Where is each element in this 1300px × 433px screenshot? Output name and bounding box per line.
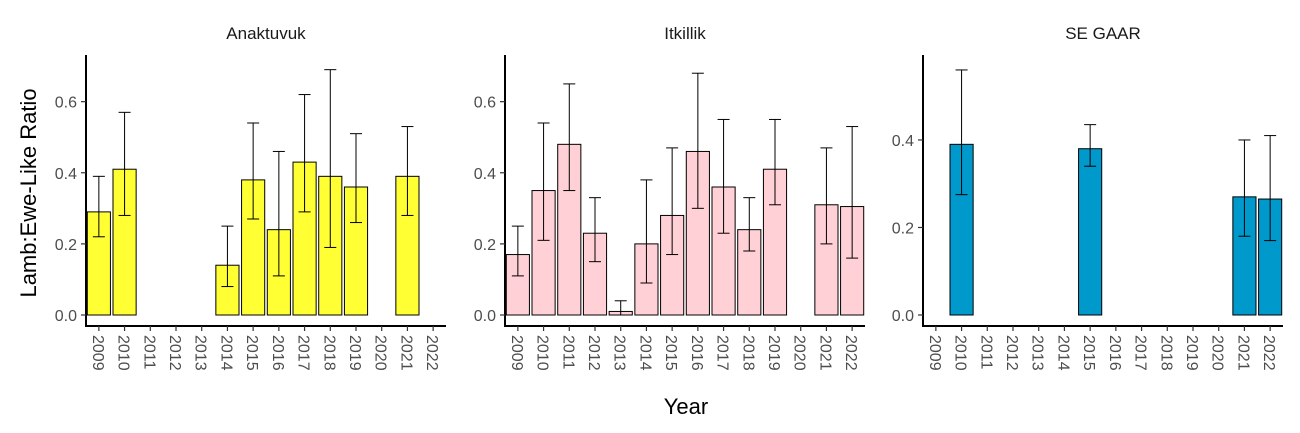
y-tick-label: 0.4 bbox=[55, 166, 77, 183]
error-bar bbox=[324, 69, 337, 248]
x-tick-label: 2022 bbox=[423, 335, 440, 371]
x-tick-label: 2013 bbox=[1029, 335, 1046, 371]
x-tick-label: 2009 bbox=[89, 335, 106, 371]
y-tick-label: 0.2 bbox=[892, 220, 914, 237]
panel-title: SE GAAR bbox=[1065, 24, 1141, 43]
y-tick-label: 0.2 bbox=[55, 237, 77, 254]
x-tick-label: 2018 bbox=[1157, 335, 1174, 371]
error-bar bbox=[221, 225, 234, 288]
x-tick-label: 2019 bbox=[765, 335, 782, 371]
x-tick-label: 2015 bbox=[243, 335, 260, 371]
error-bar bbox=[272, 150, 285, 277]
x-tick-label: 2020 bbox=[372, 335, 389, 371]
x-tick-label: 2012 bbox=[166, 335, 183, 371]
x-tick-label: 2011 bbox=[559, 335, 576, 370]
error-bar bbox=[820, 147, 833, 245]
x-tick-label: 2019 bbox=[346, 335, 363, 371]
error-bar bbox=[563, 83, 576, 192]
error-bar bbox=[1084, 124, 1097, 167]
x-tick-label: 2017 bbox=[295, 335, 312, 371]
x-tick-label: 2015 bbox=[1080, 335, 1097, 371]
panel-2: Itkillik 0.0 0.2 0.4 0.6 2009 2010 2011 2012 2013… bbox=[474, 24, 865, 371]
x-tick-label: 2016 bbox=[1106, 335, 1123, 371]
x-tick-label: 2011 bbox=[140, 335, 157, 370]
error-bar bbox=[691, 72, 704, 209]
error-bar bbox=[743, 197, 756, 252]
x-tick-label: 2009 bbox=[508, 335, 525, 371]
x-tick-label: 2015 bbox=[662, 335, 679, 371]
error-bar bbox=[511, 225, 524, 277]
x-tick-label: 2014 bbox=[636, 335, 653, 371]
x-tick-label: 2021 bbox=[1234, 335, 1251, 371]
x-tick-label: 2016 bbox=[269, 335, 286, 371]
panel-title: Anaktuvuk bbox=[226, 24, 306, 43]
x-tick-label: 2012 bbox=[585, 335, 602, 371]
x-tick-label: 2009 bbox=[926, 335, 943, 371]
y-tick-label: 0.2 bbox=[474, 237, 496, 254]
error-bar bbox=[401, 126, 414, 216]
panels: Anaktuvuk 0.0 0.2 0.4 0.6 2009 2010 2011 2012 201… bbox=[55, 24, 1283, 371]
x-tick-label: 2022 bbox=[842, 335, 859, 371]
y-tick-label: 0.0 bbox=[474, 308, 496, 325]
x-tick-label: 2013 bbox=[192, 335, 209, 371]
y-axis-title: Lamb:Ewe-Like Ratio bbox=[16, 88, 41, 297]
x-tick-label: 2018 bbox=[320, 335, 337, 371]
error-bar bbox=[666, 147, 679, 256]
error-bar bbox=[640, 179, 653, 284]
x-tick-label: 2010 bbox=[952, 335, 969, 371]
error-bar bbox=[769, 118, 781, 206]
x-tick-label: 2020 bbox=[1209, 335, 1226, 371]
x-tick-label: 2018 bbox=[739, 335, 756, 371]
error-bar bbox=[1264, 135, 1277, 242]
y-tick-label: 0.4 bbox=[892, 133, 914, 150]
x-tick-label: 2013 bbox=[611, 335, 628, 371]
y-tick-label: 0.6 bbox=[55, 95, 77, 112]
x-tick-label: 2019 bbox=[1183, 335, 1200, 371]
error-bar bbox=[92, 175, 105, 238]
x-tick-label: 2021 bbox=[816, 335, 833, 371]
y-tick-label: 0.4 bbox=[474, 166, 496, 183]
x-tick-label: 2014 bbox=[1054, 335, 1071, 371]
panel-1: Anaktuvuk 0.0 0.2 0.4 0.6 2009 2010 2011 2012 201… bbox=[55, 24, 446, 371]
x-tick-label: 2010 bbox=[534, 335, 551, 371]
x-tick-label: 2012 bbox=[1003, 335, 1020, 371]
y-tick-label: 0.0 bbox=[55, 308, 77, 325]
y-tick-label: 0.6 bbox=[474, 95, 496, 112]
x-tick-label: 2022 bbox=[1260, 335, 1277, 371]
error-bar bbox=[1238, 139, 1251, 237]
error-bar bbox=[614, 300, 627, 316]
error-bar bbox=[247, 122, 260, 220]
x-tick-label: 2016 bbox=[688, 335, 705, 371]
error-bar bbox=[717, 118, 730, 234]
x-tick-label: 2010 bbox=[115, 335, 132, 371]
bar bbox=[1078, 148, 1103, 316]
x-tick-label: 2011 bbox=[977, 335, 994, 370]
x-tick-label: 2020 bbox=[791, 335, 808, 371]
x-tick-label: 2014 bbox=[217, 335, 234, 371]
error-bar bbox=[118, 111, 131, 216]
panel-title: Itkillik bbox=[664, 24, 706, 43]
x-tick-label: 2017 bbox=[714, 335, 731, 371]
x-tick-label: 2021 bbox=[397, 335, 414, 371]
error-bar bbox=[846, 126, 859, 259]
error-bar bbox=[589, 197, 601, 263]
error-bar bbox=[350, 133, 362, 224]
y-tick-label: 0.0 bbox=[892, 308, 914, 325]
error-bar bbox=[298, 94, 311, 213]
error-bar bbox=[537, 122, 550, 241]
x-axis-title: Year bbox=[664, 394, 708, 419]
panel-3: SE GAAR 0.0 0.2 0.4 2009 2010 2011 2012 2013 2014… bbox=[892, 24, 1283, 371]
x-tick-label: 2017 bbox=[1132, 335, 1149, 371]
error-bar bbox=[955, 69, 968, 196]
